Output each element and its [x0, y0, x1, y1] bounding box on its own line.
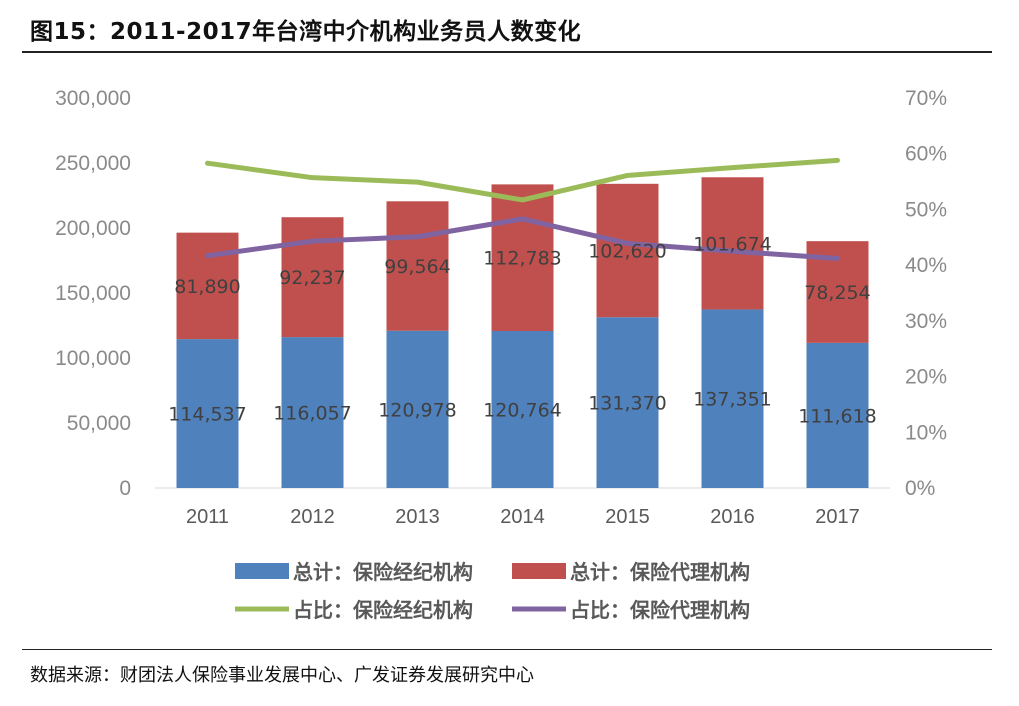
data-labels-layer: 114,537 81,890 116,057 92,237 120,978 99,564 1… — [168, 233, 877, 427]
data-label-broker: 111,618 — [798, 405, 877, 427]
data-label-agent: 101,674 — [693, 233, 772, 255]
bar-agent — [281, 217, 344, 338]
data-label-agent: 78,254 — [804, 282, 870, 304]
source-divider — [22, 649, 992, 650]
bar-agent — [596, 183, 659, 318]
source-note: 数据来源：财团法人保险事业发展中心、广发证券发展研究中心 — [30, 665, 534, 686]
y-right-tick-label: 40% — [905, 254, 947, 277]
y-right-tick-label: 70% — [905, 87, 947, 110]
data-label-broker: 131,370 — [588, 393, 667, 415]
bar-broker — [491, 331, 554, 488]
bar-agent — [386, 201, 449, 331]
legend-swatch — [512, 563, 566, 579]
data-label-broker: 120,764 — [483, 400, 562, 422]
legend-item-agent-total: 总计：保险代理机构 — [512, 560, 750, 584]
data-label-broker: 116,057 — [273, 403, 352, 425]
legend-label: 占比：保险代理机构 — [570, 598, 750, 622]
data-label-agent: 112,783 — [483, 248, 562, 270]
y-left-tick-label: 200,000 — [55, 217, 131, 240]
y-left-tick-label: 250,000 — [55, 152, 131, 175]
y-left-tick-label: 50,000 — [67, 412, 131, 435]
x-tick-label: 2013 — [395, 506, 440, 528]
axes-layer: 0 50,000 100,000 150,000 200,000 250,000 300,0… — [55, 87, 947, 528]
bar-broker — [281, 337, 344, 488]
y-left-tick-label: 300,000 — [55, 87, 131, 110]
bar-agent — [491, 184, 554, 332]
line-agent-share — [205, 216, 840, 261]
data-label-agent: 81,890 — [174, 276, 240, 298]
bar-broker — [596, 317, 659, 488]
data-label-agent: 102,620 — [588, 241, 667, 263]
x-tick-label: 2017 — [815, 506, 860, 528]
y-right-tick-label: 10% — [905, 421, 947, 444]
y-right-tick-label: 50% — [905, 198, 947, 221]
y-left-tick-label: 0 — [119, 477, 131, 500]
title-divider — [22, 51, 992, 53]
bar-broker — [701, 309, 764, 488]
y-left-tick-label: 100,000 — [55, 347, 131, 370]
chart-title: 图15：2011-2017年台湾中介机构业务员人数变化 — [30, 19, 582, 45]
x-tick-label: 2015 — [605, 506, 650, 528]
data-label-agent: 92,237 — [279, 267, 345, 289]
y-right-tick-label: 0% — [905, 477, 935, 500]
legend-label: 占比：保险经纪机构 — [293, 598, 473, 622]
y-right-tick-label: 60% — [905, 143, 947, 166]
x-tick-label: 2016 — [710, 506, 755, 528]
x-tick-label: 2014 — [500, 506, 545, 528]
bar-agent — [701, 177, 764, 310]
data-label-broker: 120,978 — [378, 399, 457, 421]
data-label-broker: 137,351 — [693, 389, 772, 411]
y-right-tick-label: 30% — [905, 310, 947, 333]
legend-label: 总计：保险经纪机构 — [293, 560, 473, 584]
legend-swatch — [235, 563, 289, 579]
bar-broker — [386, 330, 449, 488]
lines-layer — [205, 157, 840, 261]
y-right-tick-label: 20% — [905, 366, 947, 389]
bar-broker — [806, 342, 869, 488]
x-tick-label: 2012 — [290, 506, 335, 528]
data-label-broker: 114,537 — [168, 404, 247, 426]
legend-item-broker-total: 总计：保险经纪机构 — [235, 560, 473, 584]
legend-label: 总计：保险代理机构 — [570, 560, 750, 584]
data-label-agent: 99,564 — [384, 256, 450, 278]
bar-broker — [176, 339, 239, 488]
y-left-tick-label: 150,000 — [55, 282, 131, 305]
bars-layer — [176, 177, 869, 488]
legend-item-broker-share: 占比：保险经纪机构 — [235, 598, 473, 622]
line-broker-share — [205, 157, 840, 203]
legend-item-agent-share: 占比：保险代理机构 — [512, 598, 750, 622]
x-tick-label: 2011 — [186, 506, 229, 528]
